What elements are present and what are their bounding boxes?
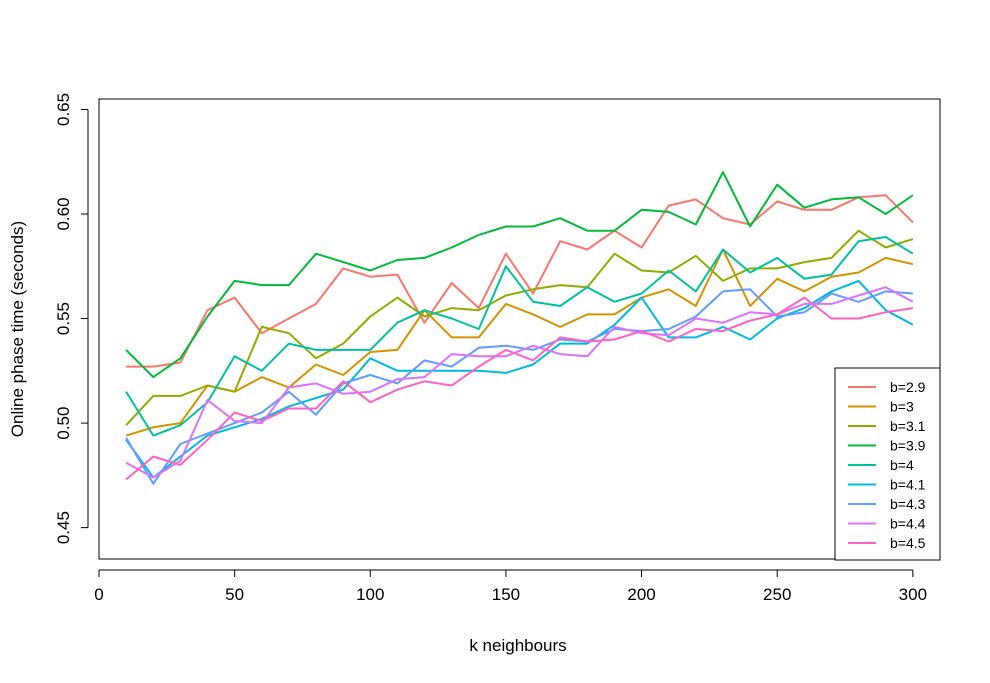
legend-label: b=2.9 (890, 379, 926, 395)
x-tick-label: 50 (225, 585, 244, 604)
y-tick-label: 0.60 (54, 197, 73, 230)
legend-label: b=3.9 (890, 438, 926, 454)
legend-label: b=3.1 (890, 418, 926, 434)
y-tick-label: 0.45 (54, 511, 73, 544)
legend-label: b=4.1 (890, 477, 926, 493)
y-axis-title: Online phase time (seconds) (8, 221, 27, 437)
series-line-b=4.3 (125, 288, 913, 485)
series-line-b=2.9 (126, 194, 914, 368)
legend-label: b=4.5 (890, 535, 926, 551)
x-tick-label: 0 (94, 585, 103, 604)
x-tick-label: 150 (492, 585, 520, 604)
x-axis: 0 50 100 150 200 250 300 (94, 569, 927, 604)
legend-label: b=4.3 (890, 496, 926, 512)
x-axis-title: k neighbours (469, 636, 566, 655)
legend-label: b=3 (890, 399, 914, 415)
x-tick-label: 300 (899, 585, 927, 604)
series-line-b=3 (125, 248, 914, 437)
x-tick-label: 200 (627, 585, 655, 604)
y-tick-label: 0.65 (54, 93, 73, 126)
y-tick-label: 0.50 (54, 407, 73, 440)
y-axis: 0.45 0.50 0.55 0.60 0.65 (54, 93, 89, 544)
plot-frame (98, 98, 941, 560)
legend: b=2.9 b=3 b=3.1 b=3.9 b=4 b=4.1 b=4.3 b=4.4 b=4.… (834, 367, 941, 561)
series-group (125, 171, 914, 485)
series-line-b=4.5 (125, 296, 914, 481)
y-tick-label: 0.55 (54, 302, 73, 335)
series-line-b=3.9 (125, 171, 914, 379)
x-tick-label: 250 (763, 585, 791, 604)
series-line-b=4.4 (125, 286, 914, 479)
legend-label: b=4 (890, 457, 914, 473)
x-tick-label: 100 (356, 585, 384, 604)
legend-label: b=4.4 (890, 516, 926, 532)
series-line-b=4 (125, 236, 914, 437)
series-line-b=3.1 (125, 229, 914, 426)
